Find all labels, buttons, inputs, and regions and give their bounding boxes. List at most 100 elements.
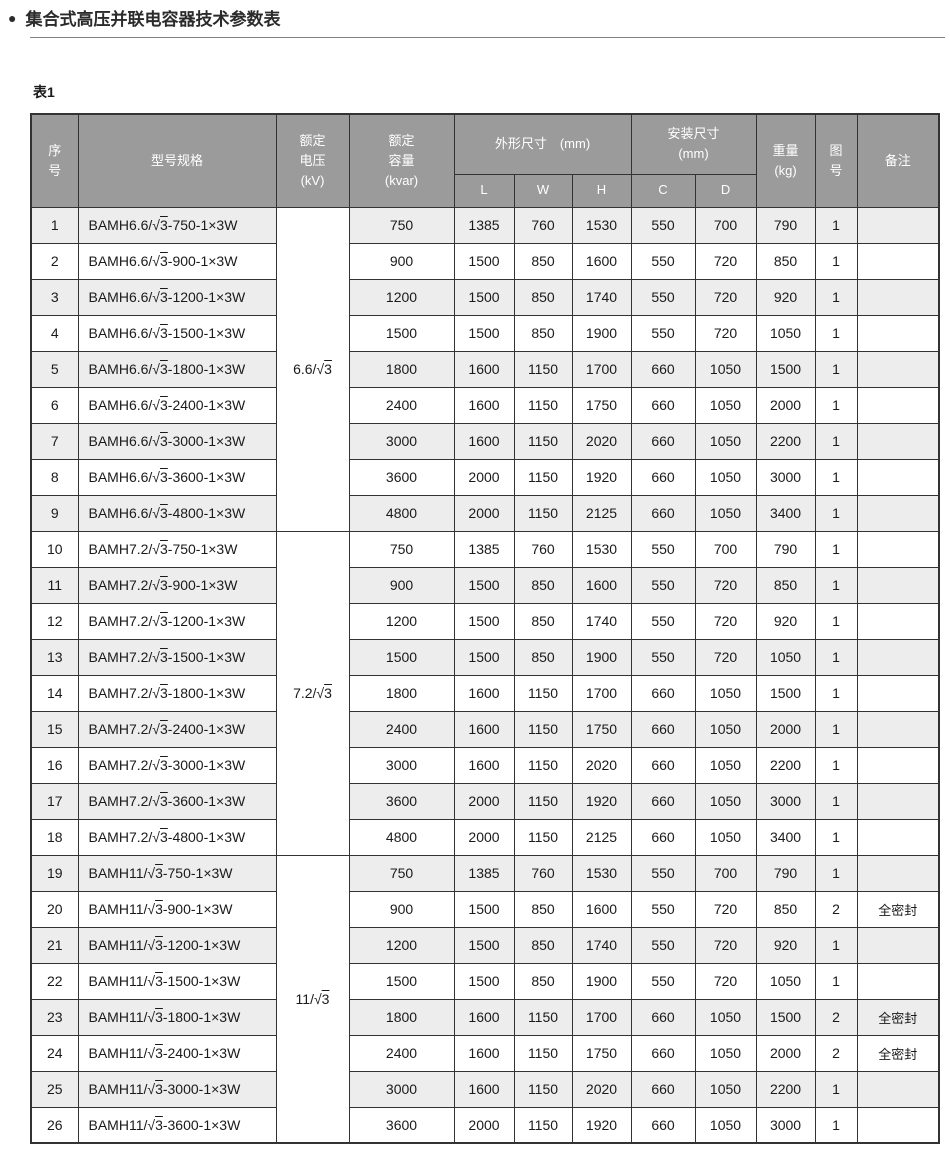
cell-remark — [856, 206, 940, 244]
cell-remark: 全密封 — [856, 890, 940, 928]
cell-figure-no: 1 — [814, 602, 858, 640]
cell-index: 23 — [30, 998, 79, 1036]
cell-dim-d: 1050 — [694, 1034, 757, 1072]
cell-weight: 850 — [755, 566, 816, 604]
cell-rated-capacity: 3000 — [348, 422, 455, 460]
cell-figure-no: 1 — [814, 782, 858, 820]
cell-rated-capacity: 3600 — [348, 782, 455, 820]
cell-weight: 920 — [755, 278, 816, 316]
cell-rated-capacity: 4800 — [348, 818, 455, 856]
cell-remark — [856, 638, 940, 676]
cell-dim-l: 1385 — [453, 854, 515, 892]
title-divider — [30, 37, 945, 38]
cell-index: 5 — [30, 350, 79, 388]
cell-weight: 1050 — [755, 314, 816, 352]
cell-model: BAMH6.6/√3-900-1×3W — [77, 242, 277, 280]
cell-dim-d: 1050 — [694, 386, 757, 424]
cell-remark — [856, 458, 940, 496]
cell-dim-d: 720 — [694, 242, 757, 280]
table-row: 6 BAMH6.6/√3-2400-1×3W 2400 1600 1150 17… — [30, 386, 940, 424]
cell-dim-l: 1500 — [453, 926, 515, 964]
cell-remark — [856, 818, 940, 856]
cell-dim-h: 1750 — [571, 710, 632, 748]
cell-dim-l: 2000 — [453, 818, 515, 856]
cell-remark — [856, 566, 940, 604]
cell-dim-d: 1050 — [694, 782, 757, 820]
cell-model: BAMH7.2/√3-2400-1×3W — [77, 710, 277, 748]
cell-dim-l: 1600 — [453, 746, 515, 784]
cell-index: 3 — [30, 278, 79, 316]
cell-index: 19 — [30, 854, 79, 892]
cell-dim-c: 660 — [630, 710, 696, 748]
cell-dim-h: 1900 — [571, 314, 632, 352]
cell-dim-d: 720 — [694, 926, 757, 964]
cell-dim-c: 660 — [630, 746, 696, 784]
cell-remark — [856, 962, 940, 1000]
table-row: 14 BAMH7.2/√3-1800-1×3W 1800 1600 1150 1… — [30, 674, 940, 712]
table-row: 25 BAMH11/√3-3000-1×3W 3000 1600 1150 20… — [30, 1070, 940, 1108]
cell-dim-w: 850 — [513, 890, 573, 928]
cell-dim-h: 2125 — [571, 494, 632, 532]
cell-dim-h: 1900 — [571, 962, 632, 1000]
cell-weight: 790 — [755, 206, 816, 244]
cell-dim-w: 760 — [513, 206, 573, 244]
table-row: 1 BAMH6.6/√3-750-1×3W 6.6/√3 750 1385 760… — [30, 206, 940, 532]
cell-rated-capacity: 3600 — [348, 458, 455, 496]
cell-weight: 2000 — [755, 710, 816, 748]
cell-dim-h: 1750 — [571, 1034, 632, 1072]
cell-dim-d: 1050 — [694, 746, 757, 784]
bullet-icon: ● — [8, 9, 17, 26]
cell-rated-capacity: 1800 — [348, 998, 455, 1036]
cell-index: 21 — [30, 926, 79, 964]
cell-dim-h: 2020 — [571, 1070, 632, 1108]
cell-dim-w: 850 — [513, 278, 573, 316]
cell-dim-c: 660 — [630, 1106, 696, 1144]
cell-dim-c: 660 — [630, 998, 696, 1036]
header-dim-c: C — [630, 173, 696, 208]
cell-figure-no: 1 — [814, 206, 858, 244]
cell-dim-d: 720 — [694, 278, 757, 316]
cell-dim-h: 1530 — [571, 206, 632, 244]
cell-dim-w: 1150 — [513, 710, 573, 748]
cell-model: BAMH7.2/√3-900-1×3W — [77, 566, 277, 604]
cell-figure-no: 1 — [814, 350, 858, 388]
cell-rated-capacity: 3000 — [348, 1070, 455, 1108]
cell-figure-no: 1 — [814, 278, 858, 316]
cell-remark — [856, 278, 940, 316]
cell-figure-no: 1 — [814, 962, 858, 1000]
cell-dim-c: 660 — [630, 458, 696, 496]
cell-dim-d: 720 — [694, 602, 757, 640]
cell-remark — [856, 854, 940, 892]
cell-rated-capacity: 900 — [348, 242, 455, 280]
cell-figure-no: 1 — [814, 314, 858, 352]
cell-dim-w: 1150 — [513, 782, 573, 820]
cell-model: BAMH11/√3-750-1×3W — [77, 854, 277, 892]
cell-dim-w: 1150 — [513, 494, 573, 532]
cell-dim-d: 1050 — [694, 674, 757, 712]
cell-remark — [856, 494, 940, 532]
cell-dim-c: 550 — [630, 890, 696, 928]
cell-rated-capacity: 2400 — [348, 386, 455, 424]
cell-dim-c: 660 — [630, 818, 696, 856]
cell-model: BAMH11/√3-3600-1×3W — [77, 1106, 277, 1144]
cell-rated-capacity: 1200 — [348, 278, 455, 316]
cell-dim-h: 1900 — [571, 638, 632, 676]
cell-dim-h: 1600 — [571, 566, 632, 604]
cell-index: 17 — [30, 782, 79, 820]
cell-index: 22 — [30, 962, 79, 1000]
cell-dim-d: 1050 — [694, 494, 757, 532]
cell-index: 25 — [30, 1070, 79, 1108]
cell-dim-d: 720 — [694, 314, 757, 352]
cell-dim-w: 1150 — [513, 1070, 573, 1108]
table-row: 8 BAMH6.6/√3-3600-1×3W 3600 2000 1150 19… — [30, 458, 940, 496]
cell-dim-c: 550 — [630, 314, 696, 352]
cell-figure-no: 1 — [814, 926, 858, 964]
cell-index: 4 — [30, 314, 79, 352]
cell-index: 18 — [30, 818, 79, 856]
table-label: 表1 — [33, 84, 55, 100]
cell-remark — [856, 314, 940, 352]
table-row: 15 BAMH7.2/√3-2400-1×3W 2400 1600 1150 1… — [30, 710, 940, 748]
cell-dim-h: 2020 — [571, 746, 632, 784]
table-row: 12 BAMH7.2/√3-1200-1×3W 1200 1500 850 17… — [30, 602, 940, 640]
cell-rated-capacity: 900 — [348, 890, 455, 928]
